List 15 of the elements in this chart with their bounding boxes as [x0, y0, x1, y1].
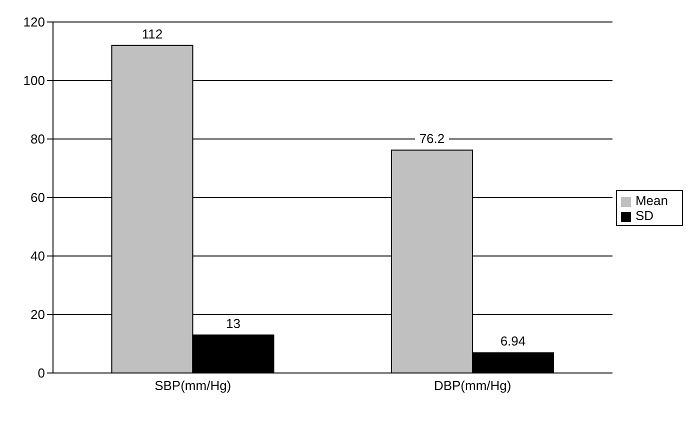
- y-tick-label: 40: [30, 248, 45, 264]
- data-label: 6.94: [500, 334, 526, 349]
- data-label: 13: [226, 316, 240, 331]
- x-tick-label: DBP(mm/Hg): [434, 378, 512, 394]
- y-tick-label: 20: [30, 307, 45, 322]
- y-tick-label: 120: [23, 14, 45, 30]
- x-tick-label: SBP(mm/Hg): [154, 378, 232, 394]
- y-tick-label: 0: [38, 366, 45, 381]
- legend-label: Mean: [635, 193, 668, 208]
- legend-label: SD: [635, 208, 654, 223]
- y-tick-label: 100: [23, 73, 45, 88]
- y-tick-label: 60: [30, 190, 45, 206]
- data-label: 112: [142, 26, 163, 42]
- y-tick-label: 80: [30, 132, 45, 147]
- data-label: 76.2: [419, 131, 445, 146]
